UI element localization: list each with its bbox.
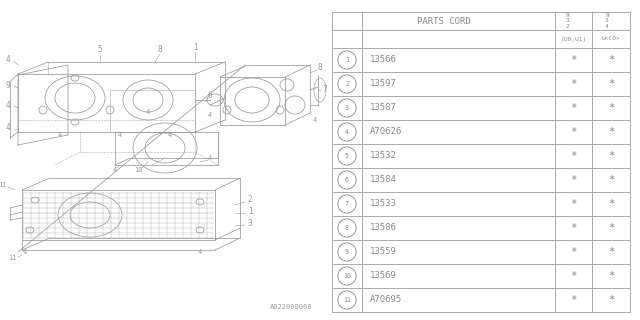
Text: 1: 1 <box>193 44 197 52</box>
Text: *: * <box>608 271 614 281</box>
Text: *: * <box>570 271 577 281</box>
Text: 9
3
2: 9 3 2 <box>566 13 570 29</box>
Text: 4: 4 <box>208 155 212 161</box>
Text: *: * <box>608 79 614 89</box>
Text: 4: 4 <box>118 132 122 138</box>
Text: 9: 9 <box>345 249 349 255</box>
Text: 4: 4 <box>345 129 349 135</box>
Text: PARTS CORD: PARTS CORD <box>417 17 470 26</box>
Text: 4: 4 <box>313 117 317 123</box>
Text: *: * <box>570 103 577 113</box>
Text: 13587: 13587 <box>370 103 397 113</box>
Text: *: * <box>608 175 614 185</box>
Text: 4: 4 <box>58 132 62 138</box>
Text: *: * <box>570 175 577 185</box>
Text: *: * <box>608 103 614 113</box>
Text: 13559: 13559 <box>370 247 397 257</box>
Text: 8: 8 <box>157 45 163 54</box>
Text: 13532: 13532 <box>370 151 397 161</box>
Text: 6: 6 <box>208 91 212 100</box>
Text: 4: 4 <box>6 55 10 65</box>
Text: 4: 4 <box>168 132 172 138</box>
Text: (U0,U1): (U0,U1) <box>561 36 587 42</box>
Text: 13566: 13566 <box>370 55 397 65</box>
Text: 13569: 13569 <box>370 271 397 281</box>
Text: 4: 4 <box>146 109 150 115</box>
Text: *: * <box>570 295 577 305</box>
Text: 4: 4 <box>208 112 212 118</box>
Text: 8: 8 <box>317 63 323 73</box>
Text: 7: 7 <box>345 201 349 207</box>
Text: *: * <box>570 199 577 209</box>
Text: 9
3
4: 9 3 4 <box>605 13 609 29</box>
Text: 6: 6 <box>345 177 349 183</box>
Text: 11: 11 <box>343 297 351 303</box>
Text: 4: 4 <box>6 124 10 132</box>
Text: *: * <box>608 55 614 65</box>
Text: 13533: 13533 <box>370 199 397 209</box>
Text: *: * <box>608 223 614 233</box>
Text: 10: 10 <box>134 167 142 173</box>
Text: *: * <box>570 79 577 89</box>
Text: *: * <box>608 247 614 257</box>
Text: A70695: A70695 <box>370 295 403 305</box>
Text: 7: 7 <box>323 85 327 94</box>
Text: U<C0>: U<C0> <box>602 36 620 42</box>
Text: *: * <box>570 55 577 65</box>
Text: 4: 4 <box>6 100 10 109</box>
Text: 5: 5 <box>345 153 349 159</box>
Text: 2: 2 <box>248 196 252 204</box>
Text: 2: 2 <box>345 81 349 87</box>
Text: *: * <box>608 127 614 137</box>
Text: 11: 11 <box>0 182 6 188</box>
Text: 3: 3 <box>345 105 349 111</box>
Text: 9: 9 <box>6 81 10 90</box>
Text: 1: 1 <box>345 57 349 63</box>
Text: *: * <box>608 295 614 305</box>
Text: 3: 3 <box>248 220 252 228</box>
Text: A70626: A70626 <box>370 127 403 137</box>
Text: A022000068: A022000068 <box>270 304 312 310</box>
Text: 8: 8 <box>345 225 349 231</box>
Text: 11: 11 <box>8 255 16 261</box>
Text: *: * <box>570 151 577 161</box>
Text: 4: 4 <box>198 249 202 255</box>
Text: 4: 4 <box>113 167 117 173</box>
Text: *: * <box>608 151 614 161</box>
Text: *: * <box>570 247 577 257</box>
Text: 5: 5 <box>98 45 102 54</box>
Text: 4: 4 <box>23 249 27 255</box>
Text: *: * <box>570 223 577 233</box>
Text: 13584: 13584 <box>370 175 397 185</box>
Text: *: * <box>570 127 577 137</box>
Text: 13586: 13586 <box>370 223 397 233</box>
Text: 10: 10 <box>343 273 351 279</box>
Text: 13597: 13597 <box>370 79 397 89</box>
Text: *: * <box>608 199 614 209</box>
Text: 1: 1 <box>248 207 252 217</box>
